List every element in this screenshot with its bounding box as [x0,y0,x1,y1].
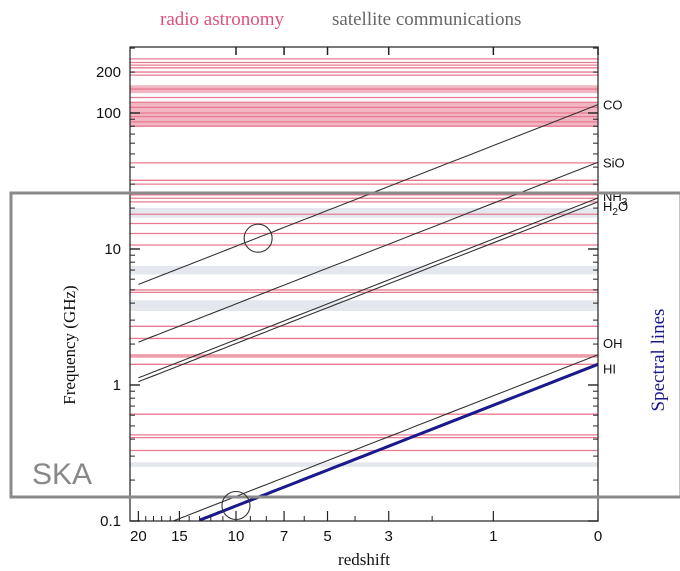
plot-frame [129,46,599,522]
legend-satellite-communications: satellite communications [332,9,521,30]
series-label-co: CO [603,98,623,113]
x-tick-label: 20 [130,528,147,545]
spectral-lines-label: Spectral lines [648,309,669,412]
x-axis-label: redshift [338,550,390,569]
frequency-bands [130,58,598,498]
satellite-band [130,300,598,312]
series-line-h2o [138,201,599,383]
series-line-oh [173,354,599,522]
y-tick-label: 200 [96,64,121,81]
x-axis-ticks: 20 15 10 7 5 3 1 0 [130,47,602,545]
ska-coverage-box [9,191,680,499]
y-axis-ticks: 0.1 1 10 100 200 [96,47,598,530]
satellite-band [130,208,598,218]
x-tick-label: 7 [280,528,288,545]
x-tick-label: 5 [323,528,331,545]
top-legend: radio astronomy satellite communications [160,9,521,30]
series-line-co [138,104,599,285]
y-tick-label: 1 [113,377,121,394]
x-tick-label: 15 [171,528,188,545]
highlight-circle [221,490,251,521]
satellite-band [130,265,598,275]
y-axis-label: Frequency (GHz) [60,285,79,404]
x-tick-label: 3 [385,528,393,545]
highlight-circles [221,223,273,521]
radio-astronomy-range [130,102,598,127]
highlight-circle [243,223,273,253]
series-line-nh3 [138,197,599,379]
x-tick-label: 0 [594,528,602,545]
x-tick-label: 10 [228,528,245,545]
series-label-oh: OH [603,336,623,351]
x-tick-label: 1 [489,528,497,545]
series-label-sio: SiO [603,155,625,170]
satellite-band [130,462,598,467]
series-label-hi: HI [603,361,616,376]
series-line-sio [138,161,599,343]
series-label-h2o: H2O [603,199,628,218]
y-tick-label: 10 [104,241,121,258]
spectral-line-series [138,104,599,522]
ska-box-label: SKA [32,458,92,491]
legend-radio-astronomy: radio astronomy [160,9,285,30]
series-line-hi [199,362,599,522]
y-tick-label: 100 [96,105,121,122]
y-tick-label: 0.1 [100,513,121,530]
